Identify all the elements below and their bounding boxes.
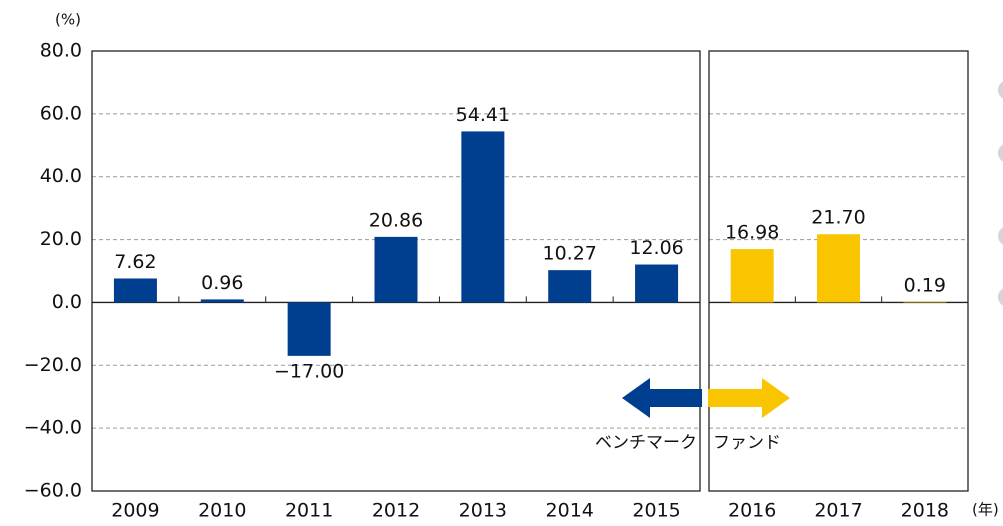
data-label: 0.19 bbox=[904, 274, 946, 296]
bar bbox=[903, 301, 947, 303]
data-label: 7.62 bbox=[114, 251, 156, 273]
decor-dot bbox=[998, 288, 1003, 306]
bar bbox=[461, 131, 505, 303]
bar bbox=[287, 302, 331, 356]
y-tick-label: 20.0 bbox=[40, 228, 82, 250]
bar bbox=[548, 270, 592, 303]
bar bbox=[817, 234, 860, 303]
y-tick-label: 40.0 bbox=[40, 165, 82, 187]
x-tick-label: 2016 bbox=[728, 500, 776, 522]
plot-frame bbox=[708, 50, 969, 492]
y-tick-label: −60.0 bbox=[24, 480, 82, 502]
bar bbox=[374, 236, 418, 303]
y-tick-label: −20.0 bbox=[24, 354, 82, 376]
decor-dot bbox=[998, 81, 1003, 99]
data-label: 12.06 bbox=[629, 237, 683, 259]
x-tick-label: 2018 bbox=[901, 500, 949, 522]
y-tick-label: 80.0 bbox=[40, 40, 82, 62]
data-label: 54.41 bbox=[456, 104, 510, 126]
y-tick-label: 60.0 bbox=[40, 102, 82, 124]
x-tick-label: 2012 bbox=[372, 500, 420, 522]
data-label: 16.98 bbox=[725, 222, 779, 244]
x-axis-unit: (年) bbox=[972, 501, 999, 519]
x-tick-label: 2017 bbox=[814, 500, 862, 522]
bar bbox=[635, 264, 679, 303]
y-tick-label: 0.0 bbox=[52, 291, 82, 313]
legend-label: ファンド bbox=[713, 433, 781, 453]
decor-dot bbox=[998, 144, 1003, 162]
x-tick-label: 2009 bbox=[111, 500, 159, 522]
x-tick-label: 2015 bbox=[632, 500, 680, 522]
data-label: 10.27 bbox=[543, 243, 597, 265]
data-label: 21.70 bbox=[811, 207, 865, 229]
arrow bbox=[622, 378, 702, 418]
x-tick-label: 2014 bbox=[546, 500, 594, 522]
data-label: 0.96 bbox=[201, 272, 243, 294]
plot-frame bbox=[91, 50, 701, 492]
bar bbox=[200, 299, 244, 303]
data-label: 20.86 bbox=[369, 209, 423, 231]
bar bbox=[730, 249, 774, 303]
bar bbox=[113, 278, 157, 303]
x-tick-label: 2010 bbox=[198, 500, 246, 522]
legend-label: ベンチマーク bbox=[595, 433, 697, 453]
decor-dot bbox=[998, 227, 1003, 245]
y-axis-unit: (%) bbox=[55, 11, 81, 29]
data-label: −17.00 bbox=[274, 360, 344, 382]
x-tick-label: 2013 bbox=[459, 500, 507, 522]
arrow bbox=[708, 378, 790, 418]
x-tick-label: 2011 bbox=[285, 500, 333, 522]
y-tick-label: −40.0 bbox=[24, 417, 82, 439]
